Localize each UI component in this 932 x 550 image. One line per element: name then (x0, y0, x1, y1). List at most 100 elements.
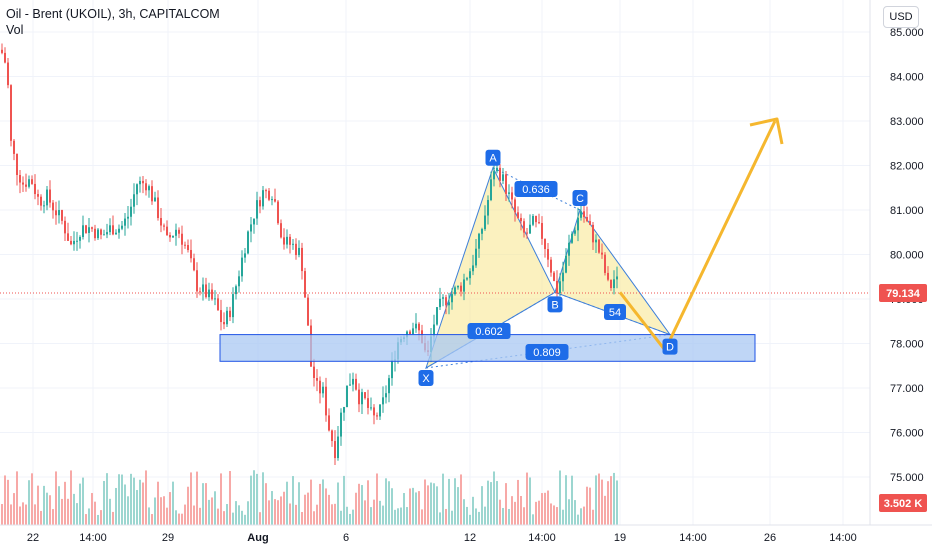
candle-body (7, 62, 9, 86)
candle-body (52, 202, 54, 211)
candle-body (328, 415, 330, 431)
candle-body (487, 199, 489, 216)
volume-bar (319, 483, 321, 525)
candle-body (232, 294, 234, 318)
volume-bar (454, 478, 456, 525)
volume-bar (361, 485, 363, 525)
volume-bar (598, 473, 600, 525)
volume-bar (460, 474, 462, 525)
candle-body (253, 218, 255, 225)
candle-body (592, 224, 594, 243)
candle-body (481, 229, 483, 234)
pattern-label-x: X (422, 373, 430, 385)
volume-bar (127, 496, 129, 525)
candle-body (322, 386, 324, 394)
volume-bar (238, 505, 240, 525)
volume-bar (1, 504, 3, 525)
price-tick-label: 84.000 (890, 72, 924, 84)
volume-bar (418, 491, 420, 525)
volume-bar (295, 504, 297, 525)
volume-bar (478, 511, 480, 525)
volume-bar (85, 514, 87, 525)
volume-bar (400, 507, 402, 525)
candle-body (166, 226, 168, 236)
volume-bar (256, 473, 258, 525)
candle-body (256, 200, 258, 219)
candle-body (178, 229, 180, 234)
candle-body (583, 211, 585, 218)
candle-body (235, 286, 237, 295)
volume-bar (379, 500, 381, 525)
candle-body (247, 231, 249, 254)
candle-body (22, 182, 24, 185)
pattern-label-c: C (576, 193, 584, 205)
volume-bar (595, 475, 597, 525)
candle-body (208, 289, 210, 298)
pattern-label-a: A (489, 153, 497, 165)
volume-bar (139, 479, 141, 525)
currency-button[interactable]: USD (883, 6, 919, 28)
candle-body (613, 279, 615, 289)
volume-bar (133, 477, 135, 525)
candle-body (145, 183, 147, 191)
volume-bar (178, 513, 180, 525)
candle-body (352, 378, 354, 385)
candle-body (565, 255, 567, 273)
volume-bar (19, 506, 21, 525)
volume-bar (523, 507, 525, 525)
candle-body (25, 184, 27, 187)
candle-body (604, 254, 606, 273)
candle-body (370, 407, 372, 409)
candle-body (586, 217, 588, 222)
candle-body (55, 210, 57, 216)
candle-body (439, 298, 441, 308)
volume-bar (271, 491, 273, 525)
candle-body (358, 389, 360, 405)
volume-bar (118, 474, 120, 525)
candle-body (109, 225, 111, 233)
candle-body (493, 171, 495, 180)
candle-body (313, 366, 315, 378)
candle-body (172, 235, 174, 238)
volume-tag: 3.502 K (884, 498, 923, 510)
candle-body (94, 228, 96, 239)
price-tick-label: 76.000 (890, 428, 924, 440)
candle-body (88, 227, 90, 233)
candle-body (589, 221, 591, 225)
candle-body (460, 285, 462, 292)
time-tick-label: Aug (247, 532, 268, 544)
time-tick-label: 14:00 (679, 532, 707, 544)
candle-body (85, 225, 87, 233)
price-tick-label: 77.000 (890, 383, 924, 395)
volume-bar (301, 511, 303, 525)
volume-bar (331, 504, 333, 525)
volume-bar (520, 496, 522, 525)
volume-bar (34, 504, 36, 525)
candle-body (364, 392, 366, 399)
volume-bar (253, 470, 255, 525)
candle-body (1, 49, 3, 53)
volume-bar (415, 492, 417, 525)
volume-bar (61, 498, 63, 525)
volume-bar (475, 508, 477, 525)
volume-bar (466, 506, 468, 525)
volume-bar (70, 470, 72, 525)
volume-bar (499, 499, 501, 525)
candle-body (40, 196, 42, 206)
candle-body (217, 298, 219, 311)
candle-body (475, 248, 477, 266)
candle-body (271, 199, 273, 201)
volume-bar (592, 509, 594, 525)
candle-body (325, 386, 327, 416)
volume-bar (547, 490, 549, 525)
time-tick-label: 6 (343, 532, 349, 544)
price-tick-label: 75.000 (890, 472, 924, 484)
candle-body (601, 252, 603, 255)
candle-body (76, 240, 78, 242)
candle-body (91, 227, 93, 229)
candle-body (130, 206, 132, 217)
volume-bar (82, 477, 84, 525)
candle-body (469, 271, 471, 279)
volume-bar (532, 514, 534, 525)
